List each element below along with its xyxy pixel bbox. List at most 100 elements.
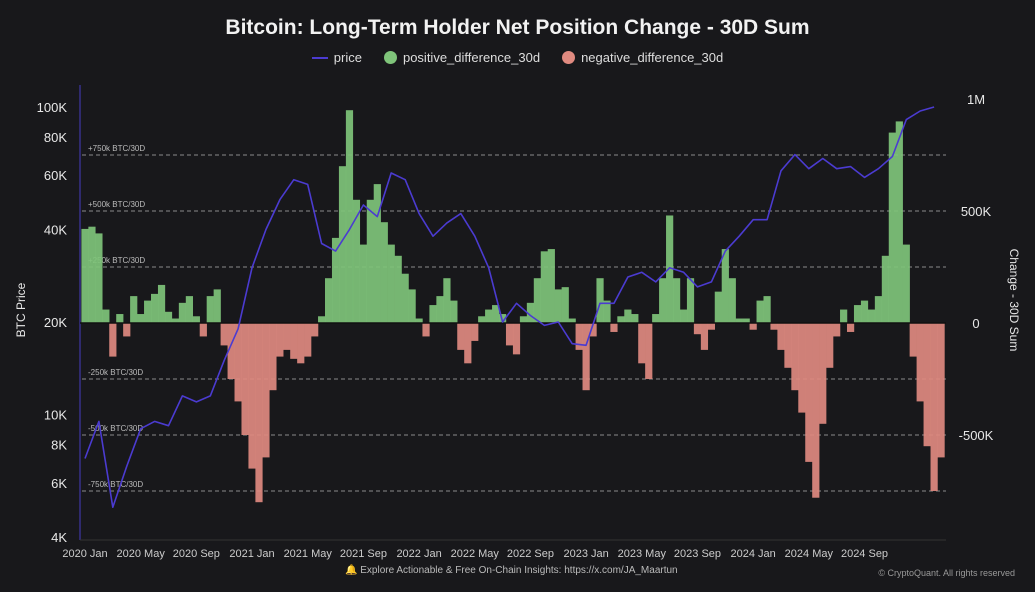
- negative-bar: [283, 323, 291, 350]
- positive-bar: [596, 278, 604, 323]
- left-tick-label: 20K: [44, 315, 67, 330]
- positive-bar: [742, 318, 750, 323]
- negative-bar: [220, 323, 228, 346]
- negative-bar: [784, 323, 792, 368]
- negative-bar: [777, 323, 785, 350]
- negative-bar: [123, 323, 131, 337]
- negative-bar: [297, 323, 305, 364]
- negative-bar: [833, 323, 841, 337]
- negative-bar: [575, 323, 583, 350]
- positive-bar: [366, 199, 374, 323]
- negative-bar: [812, 323, 820, 498]
- right-tick-label: 500K: [961, 204, 992, 219]
- negative-bar: [707, 323, 715, 330]
- positive-bar: [631, 314, 639, 323]
- positive-bar: [540, 251, 548, 323]
- negative-bar: [798, 323, 806, 413]
- negative-bar: [227, 323, 235, 379]
- left-tick-label: 10K: [44, 408, 67, 423]
- right-axis-title: Change - 30D Sum: [1007, 249, 1021, 352]
- green-dot-icon: [383, 51, 397, 64]
- bell-icon: 🔔: [345, 565, 358, 576]
- positive-bar: [721, 249, 729, 323]
- x-tick-label: 2023 Jan: [563, 548, 608, 560]
- red-dot-icon: [562, 51, 576, 64]
- positive-bar: [380, 222, 388, 323]
- positive-bar: [603, 300, 611, 323]
- legend-label: positive_difference_30d: [402, 50, 541, 65]
- positive-bar: [756, 300, 764, 323]
- positive-bar: [318, 316, 326, 323]
- positive-bar: [679, 309, 688, 323]
- reference-label: -250k BTC/30D: [88, 368, 143, 377]
- positive-bar: [492, 305, 500, 323]
- left-tick-label: 40K: [44, 222, 67, 237]
- positive-bar: [81, 228, 89, 323]
- x-tick-label: 2024 Sep: [841, 548, 888, 560]
- positive-bar: [763, 296, 771, 323]
- reference-label: -750k BTC/30D: [88, 480, 143, 489]
- x-tick-label: 2022 Sep: [507, 548, 554, 560]
- negative-bar: [255, 323, 263, 503]
- copyright: © CryptoQuant. All rights reserved: [878, 568, 1015, 578]
- positive-bar: [213, 289, 221, 323]
- positive-bar: [860, 300, 869, 323]
- positive-bar: [338, 166, 347, 323]
- x-tick-label: 2022 May: [451, 548, 500, 560]
- price-line: [84, 106, 935, 509]
- positive-bar: [408, 289, 416, 323]
- left-tick-label: 60K: [44, 168, 67, 183]
- negative-bar: [304, 323, 312, 357]
- positive-bar: [429, 305, 437, 323]
- positive-bar: [415, 318, 423, 323]
- reference-label: +500k BTC/30D: [88, 200, 145, 209]
- positive-bar: [137, 314, 145, 323]
- positive-bar: [485, 309, 493, 323]
- positive-bar: [666, 215, 674, 323]
- positive-bar: [659, 278, 667, 323]
- negative-bar: [805, 323, 813, 462]
- positive-bar: [533, 278, 541, 323]
- positive-bar: [88, 226, 96, 323]
- legend-item-positive[interactable]: positive_difference_30d: [383, 50, 541, 65]
- footer-text[interactable]: 🔔 Explore Actionable & Free On-Chain Ins…: [345, 565, 678, 576]
- line-swatch-icon: [311, 56, 328, 59]
- negative-bar: [241, 323, 249, 435]
- x-tick-label: 2020 Jan: [62, 548, 107, 560]
- positive-bar: [130, 296, 138, 323]
- positive-bar: [714, 291, 722, 323]
- legend-item-negative[interactable]: negative_difference_30d: [562, 50, 723, 65]
- positive-bar: [144, 300, 152, 323]
- x-tick-label: 2023 May: [618, 548, 667, 560]
- positive-bar: [867, 309, 876, 323]
- left-tick-label: 4K: [51, 530, 67, 545]
- legend: price positive_difference_30d negative_d…: [0, 50, 1035, 65]
- negative-bar: [770, 323, 778, 330]
- negative-bar: [505, 323, 514, 346]
- negative-bar: [512, 323, 521, 355]
- negative-bar: [589, 323, 597, 337]
- negative-bar: [923, 323, 931, 447]
- positive-bar: [888, 132, 896, 323]
- negative-bar: [290, 323, 298, 359]
- chart-title: Bitcoin: Long-Term Holder Net Position C…: [225, 16, 810, 39]
- positive-bar: [902, 244, 910, 323]
- negative-bar: [248, 323, 256, 469]
- x-tick-label: 2022 Jan: [396, 548, 441, 560]
- positive-bar: [874, 296, 883, 323]
- positive-bar: [735, 318, 743, 323]
- positive-bar: [151, 293, 159, 323]
- positive-bar: [895, 121, 903, 324]
- negative-bar: [638, 323, 646, 364]
- positive-bar: [185, 296, 193, 323]
- positive-bar: [652, 314, 660, 323]
- x-tick-label: 2023 Sep: [674, 548, 721, 560]
- positive-bar: [359, 244, 367, 323]
- positive-bar: [617, 316, 625, 323]
- legend-item-price[interactable]: price: [311, 50, 362, 65]
- negative-bar: [819, 323, 827, 424]
- right-tick-label: 1M: [967, 92, 985, 107]
- positive-bar: [547, 249, 555, 323]
- positive-bar: [624, 309, 632, 323]
- positive-bar: [345, 110, 354, 323]
